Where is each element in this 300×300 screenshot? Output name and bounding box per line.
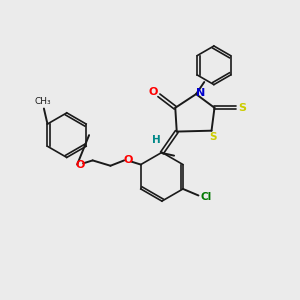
Text: Cl: Cl	[200, 192, 211, 202]
Text: O: O	[149, 87, 158, 97]
Text: O: O	[124, 155, 133, 165]
Text: S: S	[238, 103, 246, 113]
Text: O: O	[76, 160, 85, 170]
Text: H: H	[152, 135, 161, 145]
Text: CH₃: CH₃	[35, 98, 52, 106]
Text: S: S	[209, 132, 217, 142]
Text: N: N	[196, 88, 206, 98]
